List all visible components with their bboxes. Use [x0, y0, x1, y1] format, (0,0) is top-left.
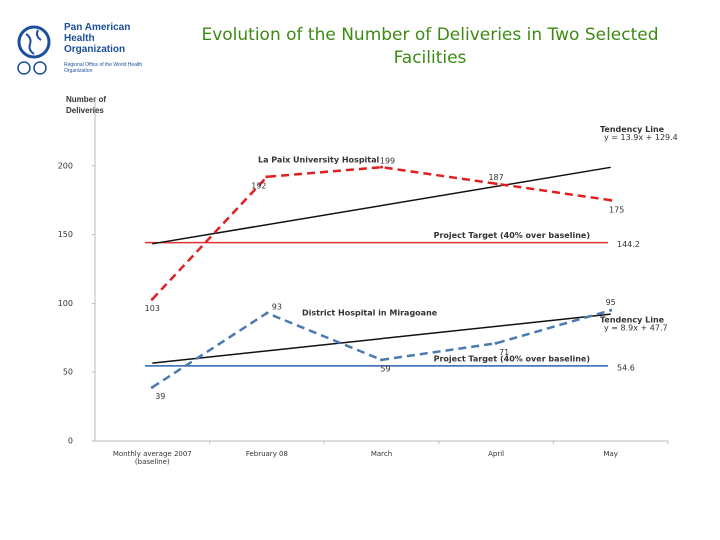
data-label: 95: [606, 298, 616, 307]
y-tick-label: 0: [68, 437, 73, 446]
logo-sub-box: Regional Office of the World Health Orga…: [64, 62, 143, 74]
target-label: Project Target (40% over baseline): [434, 231, 590, 240]
x-tick-label: Monthly average 2007 (baseline): [112, 450, 192, 466]
logo-map: [25, 29, 42, 55]
target-label: Project Target (40% over baseline): [434, 354, 590, 363]
data-label: 93: [272, 303, 282, 312]
trend-equation: y = 13.9x + 129.4: [604, 133, 678, 142]
series-line: [151, 165, 611, 301]
data-point: [609, 308, 613, 312]
logo-globe-small: [17, 61, 31, 75]
y-tick-label: 100: [58, 299, 73, 308]
x-tick-label: March: [370, 450, 393, 458]
trend-label: Tendency Line: [600, 125, 665, 134]
chart-title: Evolution of the Number of Deliveries in…: [201, 25, 659, 68]
data-point: [265, 311, 269, 315]
data-point: [494, 182, 498, 186]
data-label: 39: [155, 392, 165, 401]
y-tick-label: 150: [58, 230, 73, 239]
series-name: District Hospital in Miragoane: [302, 309, 438, 318]
title-box: Evolution of the Number of Deliveries in…: [201, 25, 659, 68]
series-name: La Paix University Hospital: [258, 156, 380, 165]
data-point: [150, 297, 154, 301]
data-label: 175: [609, 206, 624, 215]
target-value: 54.6: [617, 363, 635, 372]
data-point: [494, 341, 498, 345]
data-point: [380, 358, 383, 362]
trend-line: [152, 166, 611, 245]
y-axis-label: Number of Deliveries: [66, 95, 106, 115]
data-label: 187: [488, 173, 503, 182]
target-value: 144.2: [617, 240, 640, 249]
y-tick-label: 200: [58, 161, 73, 170]
logo-name: Pan American Health Organization: [64, 22, 131, 55]
data-label: 199: [380, 157, 395, 166]
data-label: 59: [380, 364, 390, 373]
logo-name-box: Pan American Health Organization: [64, 22, 131, 55]
x-tick-label: May: [603, 450, 618, 458]
data-label: 192: [251, 181, 266, 190]
data-point: [265, 175, 269, 179]
logo-globe: [17, 25, 51, 59]
data-point: [150, 385, 154, 389]
logo-subtitle: Regional Office of the World Health Orga…: [64, 62, 143, 74]
x-tick-label: February 08: [245, 450, 288, 458]
trend-line: [152, 313, 611, 364]
data-label: 71: [499, 348, 509, 357]
x-tick-label: April: [488, 450, 505, 458]
data-label: 103: [145, 304, 160, 313]
y-label-box: Number of Deliveries: [66, 95, 106, 115]
trend-equation: y = 8.9x + 47.7: [604, 324, 668, 333]
trend-label: Tendency Line: [600, 316, 665, 325]
data-point: [380, 165, 383, 169]
data-point: [609, 198, 613, 202]
y-tick-label: 50: [63, 368, 73, 377]
logo-globe-small: [33, 61, 47, 75]
